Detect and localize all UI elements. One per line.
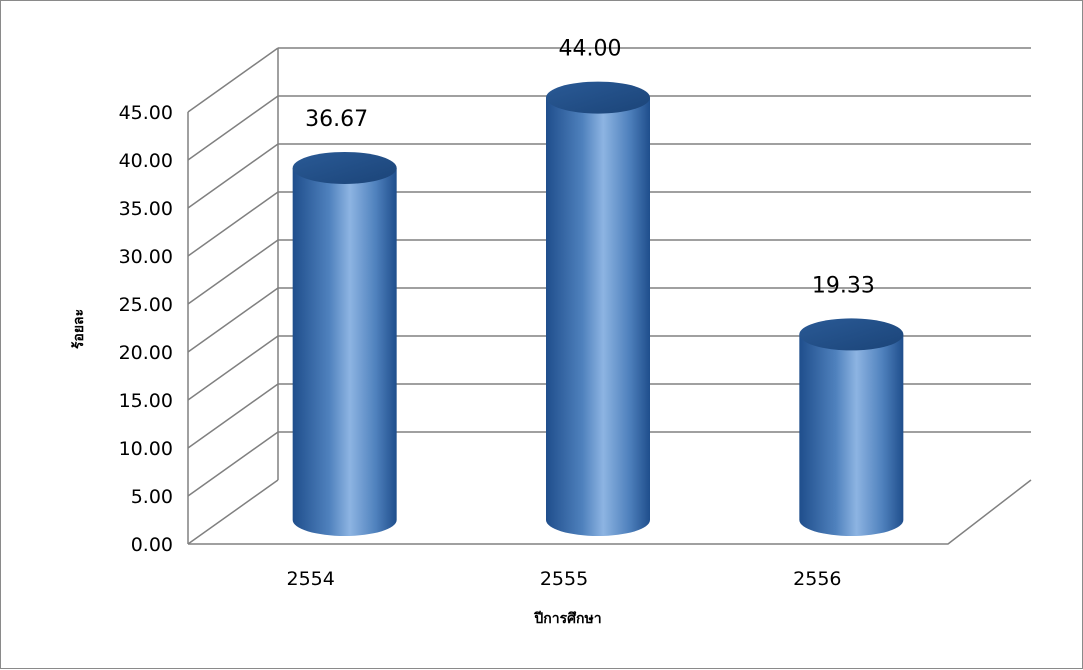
side-gridline xyxy=(187,143,279,209)
y-axis-title: ร้อยละ xyxy=(71,309,87,349)
side-gridline xyxy=(187,239,279,305)
data-labels: 36.67 44.00 19.33 xyxy=(305,37,875,299)
y-tick-label: 30.00 xyxy=(119,246,173,268)
side-gridline xyxy=(187,479,279,545)
gridlines xyxy=(187,47,1032,545)
y-tick-label: 40.00 xyxy=(119,150,173,172)
y-tick-label: 5.00 xyxy=(131,486,173,508)
x-category-label: 2556 xyxy=(793,568,841,590)
y-tick-label: 15.00 xyxy=(119,390,173,412)
y-tick-label: 10.00 xyxy=(119,438,173,460)
side-gridline xyxy=(187,47,279,113)
bar-body xyxy=(546,97,650,536)
data-label: 36.67 xyxy=(305,107,368,132)
side-gridline xyxy=(187,95,279,161)
bar-top xyxy=(799,318,904,351)
bar-body xyxy=(799,334,904,536)
bar-top xyxy=(546,81,650,114)
y-tick-label: 0.00 xyxy=(131,534,173,556)
data-label: 44.00 xyxy=(559,37,622,62)
side-gridline xyxy=(187,335,279,401)
x-category-label: 2554 xyxy=(286,568,334,590)
bar-2554 xyxy=(292,151,397,536)
bar-2556 xyxy=(799,318,904,536)
x-axis-categories: 2554 2555 2556 xyxy=(286,568,841,590)
floor-edge xyxy=(188,479,1032,545)
bar-2555 xyxy=(546,81,650,536)
data-label: 19.33 xyxy=(812,273,875,298)
side-gridline xyxy=(187,431,279,497)
side-gridline xyxy=(187,191,279,257)
y-tick-label: 25.00 xyxy=(119,294,173,316)
bar-top xyxy=(292,151,397,184)
x-axis-title: ปีการศึกษา xyxy=(533,610,602,627)
bar-body xyxy=(292,167,397,536)
y-tick-label: 45.00 xyxy=(119,102,173,124)
y-tick-label: 35.00 xyxy=(119,198,173,220)
side-gridline xyxy=(187,383,279,449)
side-gridline xyxy=(187,287,279,353)
y-tick-label: 20.00 xyxy=(119,342,173,364)
x-category-label: 2555 xyxy=(540,568,588,590)
bars xyxy=(292,81,904,536)
y-axis-ticks: 0.00 5.00 10.00 15.00 20.00 25.00 30.00 35.00 40… xyxy=(119,102,173,556)
